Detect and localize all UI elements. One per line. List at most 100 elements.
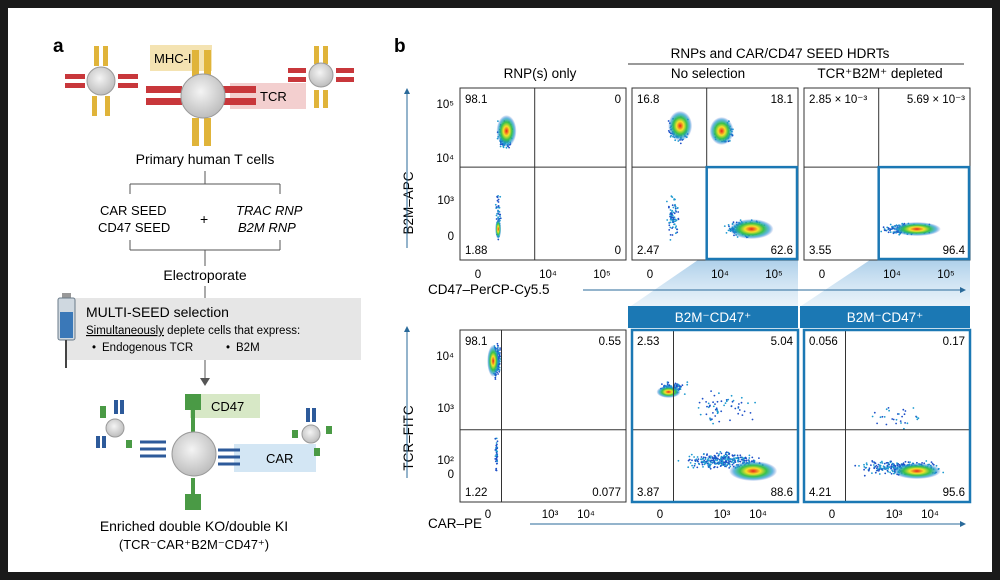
zoom-connector: [628, 260, 798, 308]
event-dot: [496, 460, 499, 463]
bottom-x-axis-title: CAR–PE: [428, 516, 482, 531]
event-dot: [701, 461, 703, 464]
event-dot: [710, 461, 713, 464]
event-dot: [870, 464, 872, 466]
mhc-receptor-icon: [92, 46, 110, 116]
event-dot: [707, 402, 710, 405]
event-dot: [706, 405, 708, 408]
event-dot: [674, 207, 677, 210]
event-dot: [498, 370, 501, 373]
event-dot: [675, 210, 677, 213]
event-dot: [671, 234, 674, 236]
event-dot: [714, 403, 716, 405]
x-tick-label: 10³: [542, 509, 559, 521]
event-dot: [737, 412, 740, 415]
event-dot: [723, 225, 726, 228]
event-dot: [883, 466, 886, 468]
event-dot: [670, 216, 673, 219]
x-tick-label: 0: [829, 509, 835, 521]
event-dot: [497, 198, 500, 201]
event-dot: [700, 456, 703, 458]
mhc-label: MHC-I: [154, 51, 192, 66]
down-arrow-icon: [200, 378, 210, 386]
step-electroporate: Electroporate: [163, 267, 246, 283]
event-dot: [711, 456, 714, 459]
event-dot: [718, 463, 720, 465]
event-dot: [897, 463, 900, 465]
event-dot: [890, 460, 892, 463]
event-dot: [717, 411, 719, 413]
event-dot: [718, 420, 721, 423]
event-dot: [495, 449, 498, 452]
event-dot: [703, 453, 705, 455]
event-dot: [904, 460, 907, 463]
gated-plot-border: [630, 328, 800, 504]
quadrant-label-lower-right: 0.077: [592, 487, 621, 499]
event-dot: [497, 120, 499, 122]
event-dot: [686, 381, 689, 383]
event-dot: [883, 462, 886, 465]
event-dot: [708, 463, 710, 466]
event-dot: [669, 239, 672, 241]
selection-title: MULTI-SEED selection: [86, 304, 229, 320]
tcr-receptor-icon: [146, 86, 256, 105]
tcr-receptor-icon: [65, 74, 138, 88]
event-dot: [677, 218, 680, 221]
event-dot: [702, 466, 704, 468]
result-line-1: Enriched double KO/double KI: [100, 518, 288, 534]
event-dot: [863, 463, 865, 466]
flow-plot: 98.1 0 1.88 0: [459, 87, 627, 261]
event-dot: [740, 396, 743, 399]
car-label-box: [234, 444, 316, 472]
quadrant-label-lower-left: 3.55: [809, 245, 831, 257]
mhc-label-box: [150, 45, 212, 71]
tcr-receptor-icon: [288, 68, 354, 82]
event-dot: [892, 466, 894, 468]
event-dot: [695, 458, 698, 461]
event-dot: [737, 457, 740, 459]
flow-plot: 2.85 × 10⁻³ 5.69 × 10⁻³ 3.55 96.4: [803, 87, 971, 261]
event-dot: [719, 451, 722, 453]
event-dot: [714, 456, 717, 459]
zoom-connector: [798, 260, 970, 308]
event-dot: [738, 409, 741, 411]
gated-title-2: B2M⁻CD47⁺: [847, 310, 924, 325]
event-dot: [892, 463, 894, 466]
event-dot: [677, 211, 680, 213]
event-dot: [676, 207, 679, 210]
event-dot: [672, 221, 675, 224]
reagent-left-1: CAR SEED: [100, 203, 166, 218]
y-tick-label: 0: [448, 469, 454, 481]
event-dot: [720, 452, 723, 455]
event-dot: [725, 460, 727, 462]
top-x-axis-title: CD47–PerCP-Cy5.5: [428, 282, 550, 297]
density-hotspot: [709, 117, 734, 145]
event-dot: [669, 221, 672, 224]
event-dot: [745, 457, 748, 460]
result-line-2: (TCR⁻CAR⁺B2M⁻CD47⁺): [119, 537, 269, 552]
event-dot: [731, 463, 734, 466]
event-dot: [694, 462, 696, 465]
event-dot: [854, 464, 857, 467]
event-dot: [727, 462, 730, 465]
event-dot: [727, 398, 730, 401]
event-dot: [716, 452, 718, 455]
event-dot: [884, 472, 887, 475]
event-dot: [666, 383, 669, 385]
event-dot: [721, 462, 724, 464]
cd47-label: CD47: [211, 399, 244, 414]
event-dot: [704, 458, 707, 460]
selection-bullet-2: B2M: [236, 342, 260, 354]
t-cell-icon: [180, 73, 226, 119]
event-dot: [725, 232, 728, 234]
event-dot: [691, 464, 693, 467]
event-dot: [748, 457, 751, 459]
event-dot: [670, 218, 673, 221]
flow-plot: 0.056 0.17 4.21 95.6: [802, 328, 972, 504]
event-dot: [698, 401, 701, 404]
event-dot: [723, 457, 725, 459]
event-dot: [669, 213, 671, 216]
event-dot: [925, 460, 928, 462]
x-tick-label: 10⁴: [921, 509, 939, 521]
event-dot: [673, 223, 675, 226]
